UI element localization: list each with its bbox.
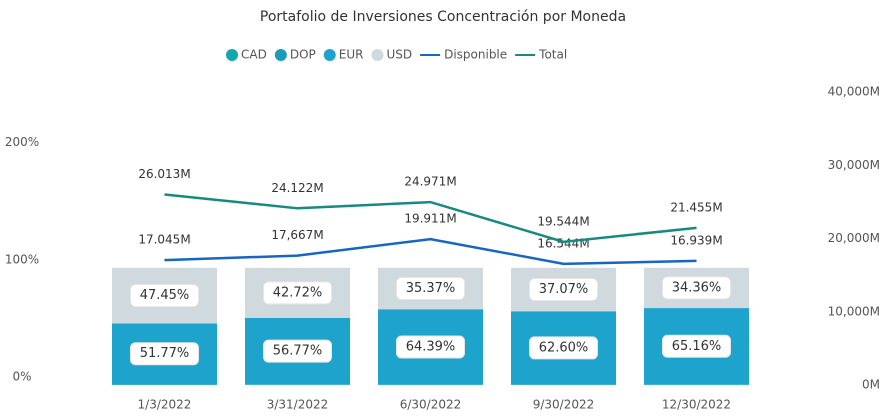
chart-title: Portafolio de Inversiones Concentración … (260, 9, 626, 25)
legend-label: EUR (339, 48, 364, 62)
data-label-box (529, 278, 598, 302)
data-label: 42.72% (273, 285, 323, 300)
line-data-label: 21.455M (670, 200, 722, 214)
legend-label: DOP (290, 48, 316, 62)
line-data-label: 16.544M (537, 236, 589, 250)
legend-label: CAD (241, 48, 267, 62)
legend-label: Disponible (444, 48, 507, 62)
data-label: 62.60% (539, 340, 589, 355)
legend-marker (274, 49, 287, 61)
data-label: 37.07% (539, 282, 589, 297)
data-label-box (529, 336, 598, 360)
legend-marker (226, 49, 238, 61)
data-label: 56.77% (273, 344, 323, 359)
bar-segment (112, 384, 217, 385)
y-tick-label: 0% (12, 370, 31, 384)
legend-label: Total (538, 48, 567, 62)
data-label: 34.36% (672, 280, 722, 295)
x-tick-label: 12/30/2022 (662, 398, 731, 412)
line-data-label: 17,667M (271, 228, 323, 242)
line-data-label: 19.911M (404, 212, 456, 226)
y2-tick-label: 0M (862, 378, 880, 392)
data-label: 64.39% (406, 339, 456, 354)
line-data-label: 19.544M (537, 214, 589, 228)
data-label-box (396, 277, 465, 301)
y2-tick-label: 10,000M (828, 304, 880, 318)
data-label: 51.77% (140, 346, 190, 361)
line-data-label: 24.971M (404, 175, 456, 189)
data-label-box (263, 281, 332, 305)
legend-marker (323, 49, 336, 61)
line-data-label: 17.045M (138, 233, 190, 247)
line-data-label: 16.939M (670, 233, 722, 247)
data-label-box (662, 334, 731, 358)
y2-tick-label: 40,000M (828, 85, 880, 99)
x-tick-label: 3/31/2022 (267, 398, 329, 412)
y-tick-label: 100% (5, 252, 39, 266)
y2-tick-label: 30,000M (828, 158, 880, 172)
x-tick-label: 6/30/2022 (400, 398, 462, 412)
data-label-box (130, 342, 199, 366)
x-tick-label: 9/30/2022 (533, 398, 595, 412)
data-label: 35.37% (406, 281, 456, 296)
data-label-box (263, 339, 332, 363)
x-tick-label: 1/3/2022 (138, 398, 192, 412)
data-label: 65.16% (672, 339, 722, 354)
data-label-box (396, 335, 465, 359)
data-label-box (662, 276, 731, 300)
data-label: 47.45% (140, 288, 190, 303)
y-tick-label: 200% (5, 135, 39, 149)
y2-tick-label: 20,000M (828, 231, 880, 245)
legend-marker (371, 49, 384, 61)
line (164, 193, 697, 244)
data-label-box (130, 284, 199, 308)
line (164, 237, 697, 266)
line-data-label: 26.013M (138, 167, 190, 181)
legend-label: USD (386, 48, 412, 62)
line-data-label: 24.122M (271, 181, 323, 195)
